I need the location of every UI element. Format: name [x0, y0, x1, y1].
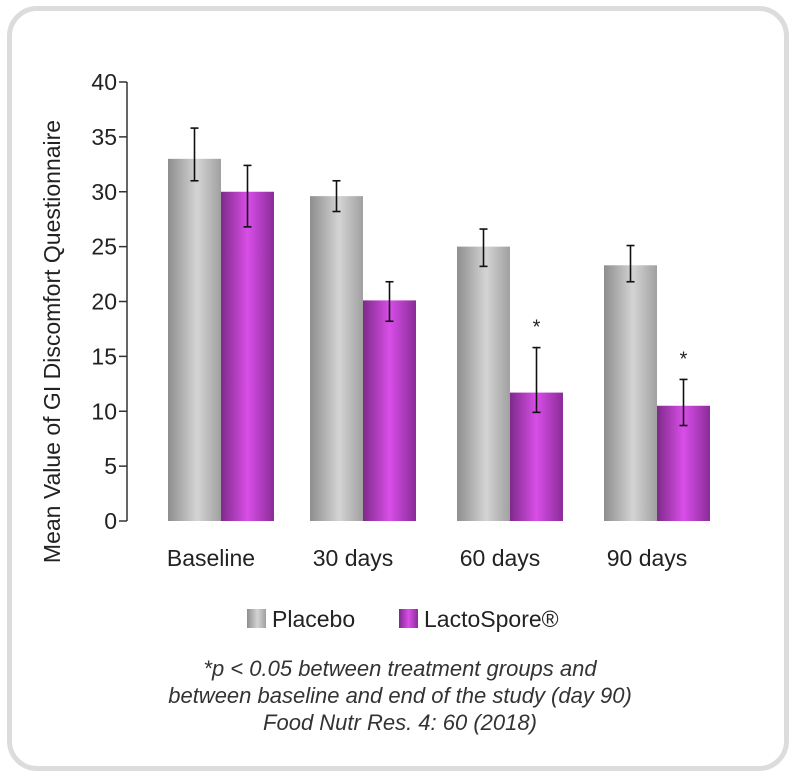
bar-lactospore — [221, 191, 274, 521]
legend-swatch — [247, 609, 266, 628]
bar-placebo — [310, 196, 363, 521]
x-tick-label: Baseline — [167, 545, 255, 571]
footnote-line-1: *p < 0.05 between treatment groups and — [203, 656, 597, 681]
legend: Placebo LactoSpore® — [247, 606, 559, 632]
axis-labels: Mean Value of GI Discomfort Questionnair… — [39, 120, 688, 571]
y-axis-label: Mean Value of GI Discomfort Questionnair… — [39, 120, 65, 563]
footnote-line-2: between baseline and end of the study (d… — [168, 683, 632, 708]
y-tick-label: 25 — [91, 234, 117, 260]
bars — [168, 127, 710, 521]
significance-asterisk: * — [533, 317, 541, 339]
y-tick-label: 5 — [104, 453, 117, 479]
x-tick-label: 90 days — [607, 545, 688, 571]
bar-placebo — [168, 158, 221, 521]
footnote-line-3: Food Nutr Res. 4: 60 (2018) — [263, 710, 537, 735]
legend-label: LactoSpore® — [424, 606, 559, 632]
y-tick-label: 40 — [91, 69, 117, 95]
y-tick-label: 35 — [91, 124, 117, 150]
x-tick-label: 30 days — [313, 545, 394, 571]
y-tick-label: 10 — [91, 398, 117, 424]
y-tick-label: 0 — [104, 508, 117, 534]
legend-swatch — [399, 609, 418, 628]
significance-asterisk: * — [680, 348, 688, 370]
bar-lactospore — [510, 392, 563, 521]
footnote: *p < 0.05 between treatment groups and b… — [0, 655, 800, 736]
bar-lactospore — [363, 300, 416, 521]
y-tick-label: 30 — [91, 179, 117, 205]
x-tick-label: 60 days — [460, 545, 541, 571]
legend-label: Placebo — [272, 606, 355, 632]
y-tick-label: 15 — [91, 343, 117, 369]
bar-placebo — [604, 265, 657, 521]
y-tick-label: 20 — [91, 289, 117, 315]
axes: 0 5 10 15 20 25 30 35 40 — [91, 69, 128, 534]
bar-placebo — [457, 246, 510, 521]
